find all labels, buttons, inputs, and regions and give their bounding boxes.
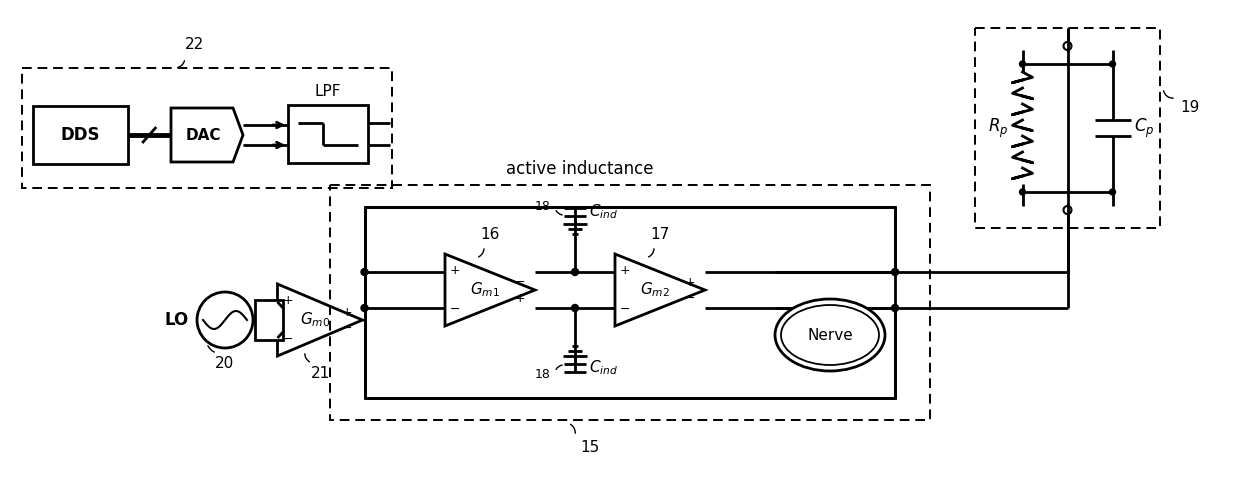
Text: −: − [342, 322, 352, 335]
Bar [255, 300, 283, 340]
Text: DAC: DAC [185, 128, 221, 143]
Circle shape [361, 304, 368, 312]
Text: $C_{ind}$: $C_{ind}$ [589, 359, 619, 377]
Text: DDS: DDS [61, 126, 99, 144]
Text: 18: 18 [536, 200, 551, 213]
FancyArrowPatch shape [305, 354, 310, 362]
Text: +: + [342, 305, 352, 319]
Text: −: − [684, 291, 694, 304]
Text: LO: LO [165, 311, 188, 329]
Text: Nerve: Nerve [807, 327, 853, 343]
Text: −: − [515, 276, 525, 288]
Text: $G_{m0}$: $G_{m0}$ [300, 311, 330, 329]
Circle shape [1110, 61, 1116, 67]
FancyArrowPatch shape [208, 346, 215, 352]
FancyArrowPatch shape [649, 249, 653, 257]
Ellipse shape [775, 299, 885, 371]
Text: 16: 16 [480, 227, 500, 242]
Circle shape [572, 304, 579, 312]
Text: $R_p$: $R_p$ [988, 116, 1008, 140]
Circle shape [892, 304, 899, 312]
Text: −: − [450, 303, 460, 316]
Bar [330, 185, 930, 420]
Text: −: − [620, 303, 630, 316]
Bar [22, 68, 392, 188]
Text: +: + [684, 276, 694, 288]
Bar [365, 207, 895, 398]
Text: 19: 19 [1180, 100, 1199, 116]
Text: 15: 15 [580, 440, 600, 455]
Text: 20: 20 [216, 356, 234, 371]
Bar [288, 105, 368, 163]
Text: $C_{ind}$: $C_{ind}$ [589, 203, 619, 221]
Text: +: + [283, 294, 293, 307]
Text: LPF: LPF [315, 84, 341, 99]
FancyArrowPatch shape [556, 211, 562, 215]
FancyArrowPatch shape [570, 424, 575, 433]
Bar [32, 106, 128, 164]
Text: +: + [620, 264, 631, 277]
FancyArrowPatch shape [479, 249, 484, 257]
Circle shape [892, 268, 899, 276]
Polygon shape [171, 108, 243, 162]
Text: +: + [515, 291, 525, 304]
Text: 22: 22 [185, 37, 205, 52]
Text: +: + [450, 264, 460, 277]
Bar [975, 28, 1159, 228]
Text: $C_p$: $C_p$ [1135, 116, 1154, 140]
FancyArrowPatch shape [556, 365, 562, 370]
Circle shape [572, 268, 579, 276]
Circle shape [1019, 189, 1025, 195]
Text: $G_{m1}$: $G_{m1}$ [470, 281, 500, 300]
Text: 21: 21 [310, 366, 330, 381]
Circle shape [361, 268, 368, 276]
Text: 17: 17 [650, 227, 670, 242]
FancyArrowPatch shape [1163, 91, 1173, 98]
Circle shape [1110, 189, 1116, 195]
Text: 18: 18 [536, 368, 551, 381]
FancyArrowPatch shape [177, 61, 185, 68]
Text: active inductance: active inductance [506, 160, 653, 178]
Text: $G_{m2}$: $G_{m2}$ [640, 281, 670, 300]
Circle shape [197, 292, 253, 348]
Circle shape [1019, 61, 1025, 67]
Text: −: − [283, 333, 293, 346]
